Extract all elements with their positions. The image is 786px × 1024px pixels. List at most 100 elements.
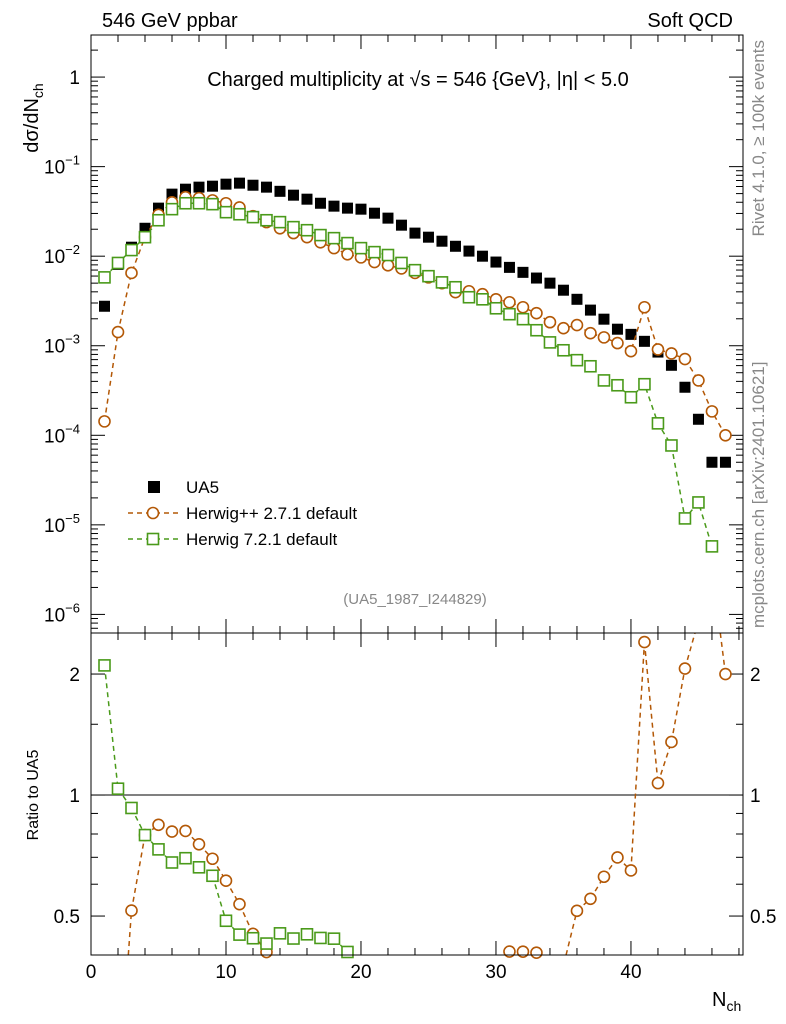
data-point-UA5 xyxy=(463,245,475,257)
x-tick-label: 0 xyxy=(86,962,97,983)
data-point-HerwigPP xyxy=(692,374,705,387)
data-point-UA5 xyxy=(233,177,245,189)
x-tick-label: 30 xyxy=(485,962,506,983)
data-point-Herwig7 xyxy=(692,496,705,509)
analysis-label: (UA5_1987_I244829) xyxy=(343,591,486,608)
ratio-point xyxy=(624,864,638,877)
ratio-point xyxy=(233,928,246,941)
data-point-Herwig7 xyxy=(260,213,273,227)
data-point-Herwig7 xyxy=(381,248,395,262)
data-point-UA5 xyxy=(355,203,367,215)
rivet-label: Rivet 4.1.0, ≥ 100k events xyxy=(749,40,768,236)
ratio-y-tick-label: 0.5 xyxy=(54,907,80,928)
data-point-HerwigPP xyxy=(570,318,584,332)
legend-label: Herwig++ 2.7.1 default xyxy=(186,504,357,523)
data-point-UA5 xyxy=(706,456,718,468)
ratio-point xyxy=(665,735,678,749)
mcplots-label: mcplots.cern.ch [arXiv:2401.10621] xyxy=(749,362,768,628)
data-point-HerwigPP xyxy=(125,266,138,280)
data-point-UA5 xyxy=(476,250,488,262)
y-tick-label: 10−5 xyxy=(44,511,80,537)
data-point-Herwig7 xyxy=(219,205,233,219)
data-point-Herwig7 xyxy=(354,241,368,255)
data-point-Herwig7 xyxy=(192,196,206,210)
data-point-UA5 xyxy=(638,335,650,347)
data-point-UA5 xyxy=(422,231,434,243)
data-point-UA5 xyxy=(598,313,610,325)
ratio-line-segment xyxy=(657,741,673,784)
x-tick-label: 40 xyxy=(620,962,641,983)
legend-label: UA5 xyxy=(186,478,219,497)
data-point-UA5 xyxy=(382,212,394,224)
data-point-Herwig7 xyxy=(273,215,287,229)
data-point-Herwig7 xyxy=(435,276,449,289)
legend-label: Herwig 7.2.1 default xyxy=(186,530,337,549)
ratio-point xyxy=(719,667,732,681)
ratio-y-tick-label: 1 xyxy=(69,786,80,807)
data-point-HerwigPP xyxy=(597,331,611,344)
data-point-UA5 xyxy=(490,256,502,268)
legend: UA5 Herwig++ 2.7.1 default Herwig 7.2.1 de… xyxy=(128,478,357,549)
ratio-point xyxy=(233,897,246,911)
data-point-UA5 xyxy=(193,181,205,193)
ratio-line-segment xyxy=(565,910,578,956)
data-point-Herwig7 xyxy=(678,512,692,525)
ratio-line-segment xyxy=(130,834,146,911)
data-point-Herwig7 xyxy=(597,374,611,387)
data-point-UA5 xyxy=(409,227,421,239)
ratio-point xyxy=(273,927,287,940)
ratio-y-tick-label: 2 xyxy=(69,665,80,686)
data-point-Herwig7 xyxy=(516,312,530,326)
data-point-Herwig7 xyxy=(638,377,651,391)
ratio-point xyxy=(516,945,530,959)
data-point-UA5 xyxy=(571,293,583,305)
ratio-point xyxy=(300,928,314,941)
ratio-frame xyxy=(90,632,744,956)
legend-marker-HerwigPP xyxy=(146,506,160,520)
data-point-UA5 xyxy=(287,189,299,201)
y-tick-label: 10−4 xyxy=(44,421,80,447)
data-point-Herwig7 xyxy=(287,220,300,234)
ratio-y-tick-label-right: 2 xyxy=(750,665,761,686)
ratio-point xyxy=(597,870,611,884)
data-point-Herwig7 xyxy=(611,378,624,392)
ratio-point xyxy=(98,659,111,672)
ratio-line-segment xyxy=(719,632,727,675)
data-point-Herwig7 xyxy=(584,359,597,373)
data-point-Herwig7 xyxy=(530,323,543,337)
data-point-Herwig7 xyxy=(165,202,179,216)
data-point-HerwigPP xyxy=(543,315,557,329)
ratio-point xyxy=(341,945,354,959)
data-point-UA5 xyxy=(206,180,218,192)
y-tick-label: 10−2 xyxy=(44,242,80,268)
data-point-HerwigPP xyxy=(665,347,678,360)
data-point-Herwig7 xyxy=(395,256,408,270)
data-point-HerwigPP xyxy=(705,405,719,418)
data-point-UA5 xyxy=(247,179,259,191)
data-point-UA5 xyxy=(544,277,556,289)
data-point-UA5 xyxy=(692,413,704,425)
ratio-point xyxy=(152,843,165,856)
legend-marker-UA5 xyxy=(148,481,160,493)
data-point-UA5 xyxy=(341,202,353,214)
data-point-Herwig7 xyxy=(327,231,341,245)
ratio-point xyxy=(138,828,152,842)
y-tick-label: 10−3 xyxy=(44,332,80,358)
data-point-UA5 xyxy=(395,219,407,231)
ratio-point xyxy=(152,818,165,832)
data-point-UA5 xyxy=(314,197,326,209)
data-point-Herwig7 xyxy=(624,390,638,404)
data-point-UA5 xyxy=(368,207,380,219)
data-point-UA5 xyxy=(719,456,731,468)
data-point-Herwig7 xyxy=(665,439,678,452)
ratio-point xyxy=(651,776,665,790)
ratio-point xyxy=(584,892,597,906)
data-point-UA5 xyxy=(166,188,178,200)
data-point-Herwig7 xyxy=(111,256,125,270)
x-axis-label: Nch xyxy=(712,989,741,1014)
data-point-Herwig7 xyxy=(557,343,570,357)
ratio-point xyxy=(260,937,273,950)
data-point-HerwigPP xyxy=(624,344,638,358)
data-point-Herwig7 xyxy=(179,196,192,210)
